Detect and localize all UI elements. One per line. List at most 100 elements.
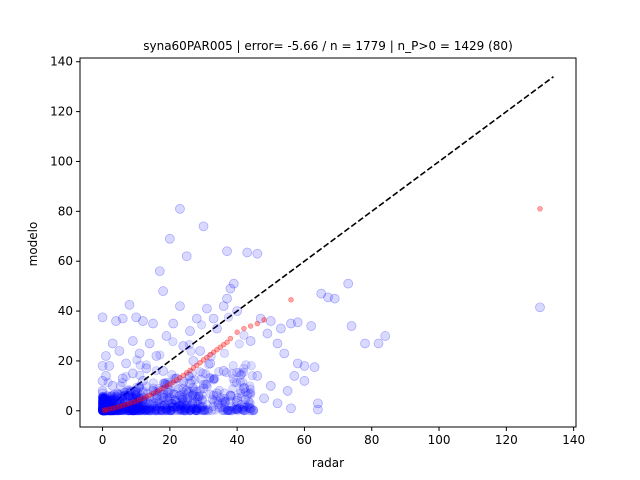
reference-line-layer xyxy=(102,76,554,412)
scatter-point xyxy=(172,397,182,407)
scatter-point xyxy=(121,391,131,401)
scatter-point xyxy=(103,377,113,387)
scatter-point xyxy=(147,406,157,416)
scatter-point xyxy=(222,246,232,257)
scatter-point xyxy=(113,389,123,399)
scatter-point xyxy=(98,406,108,416)
scatter-point xyxy=(135,394,145,404)
scatter-point xyxy=(151,405,161,415)
scatter-point xyxy=(99,406,109,416)
scatter-point xyxy=(102,401,112,411)
scatter-point xyxy=(112,405,122,415)
scatter-point xyxy=(129,405,139,415)
scatter-point xyxy=(98,404,108,414)
scatter-point xyxy=(292,358,303,369)
scatter-point xyxy=(228,361,238,371)
x-tick-label: 140 xyxy=(562,433,585,447)
scatter-point xyxy=(114,394,124,404)
scatter-point xyxy=(226,406,236,416)
scatter-point xyxy=(177,401,187,411)
scatter-point xyxy=(98,405,108,415)
scatter-point xyxy=(187,398,197,408)
scatter-point xyxy=(109,403,119,413)
scatter-point xyxy=(170,395,180,405)
scatter-point xyxy=(113,404,123,414)
scatter-point xyxy=(167,402,177,412)
scatter-point xyxy=(306,321,317,331)
scatter-point xyxy=(272,338,283,349)
scatter-point xyxy=(100,399,110,409)
scatter-point xyxy=(124,406,134,416)
quantile-point xyxy=(153,389,160,395)
y-axis-label: modelo xyxy=(26,222,40,267)
scatter-point xyxy=(156,405,166,415)
scatter-point xyxy=(128,405,138,415)
scatter-point xyxy=(98,393,108,403)
scatter-point xyxy=(98,403,108,413)
scatter-point xyxy=(206,352,216,362)
scatter-point xyxy=(118,392,128,402)
scatter-point xyxy=(174,390,184,400)
scatter-point xyxy=(234,339,244,349)
scatter-point xyxy=(100,405,110,415)
scatter-point xyxy=(227,406,237,416)
scatter-point xyxy=(101,402,111,412)
scatter-point xyxy=(131,385,141,395)
scatter-point xyxy=(128,404,138,414)
scatter-point xyxy=(108,405,118,415)
scatter-point xyxy=(148,383,158,393)
scatter-point xyxy=(198,379,208,389)
scatter-point xyxy=(132,382,142,392)
quantile-point xyxy=(106,406,112,412)
scatter-point xyxy=(108,396,118,406)
scatter-point xyxy=(171,402,181,412)
scatter-point xyxy=(99,400,109,410)
scatter-point xyxy=(107,391,117,401)
scatter-point xyxy=(225,283,236,294)
scatter-point xyxy=(233,406,243,416)
scatter-point xyxy=(226,402,236,412)
scatter-point xyxy=(139,397,149,407)
scatter-point xyxy=(135,401,145,411)
scatter-point xyxy=(206,389,216,399)
scatter-point xyxy=(98,406,108,416)
scatter-point xyxy=(98,398,108,408)
scatter-point xyxy=(98,398,108,408)
scatter-point xyxy=(97,361,108,371)
scatter-point xyxy=(167,370,177,380)
scatter-point xyxy=(99,398,109,408)
scatter-point xyxy=(106,404,116,414)
scatter-point xyxy=(161,331,172,341)
scatter-point xyxy=(196,402,206,412)
scatter-point xyxy=(237,405,247,415)
scatter-point xyxy=(104,398,114,408)
scatter-point xyxy=(246,361,256,371)
scatter-point xyxy=(103,405,113,415)
scatter-point xyxy=(98,403,108,413)
scatter-point xyxy=(100,392,110,402)
scatter-point xyxy=(98,399,108,409)
scatter-point xyxy=(104,404,114,414)
scatter-point xyxy=(125,388,135,398)
scatter-point xyxy=(171,374,181,384)
scatter-point xyxy=(276,323,286,334)
scatter-point xyxy=(104,406,114,416)
scatter-point xyxy=(138,401,148,411)
scatter-point xyxy=(173,399,183,409)
scatter-point xyxy=(135,405,145,415)
scatter-point xyxy=(144,338,155,349)
scatter-point xyxy=(245,336,256,346)
scatter-point xyxy=(115,381,125,391)
scatter-point xyxy=(198,402,208,412)
scatter-point xyxy=(97,312,108,323)
scatter-point xyxy=(101,400,111,410)
scatter-point xyxy=(98,406,108,416)
scatter-point xyxy=(108,405,118,415)
scatter-point xyxy=(102,405,112,415)
scatter-point xyxy=(175,301,185,311)
scatter-point xyxy=(197,406,207,416)
scatter-point xyxy=(98,404,108,414)
scatter-point xyxy=(99,404,109,414)
scatter-point xyxy=(197,390,207,400)
scatter-point xyxy=(178,394,188,404)
